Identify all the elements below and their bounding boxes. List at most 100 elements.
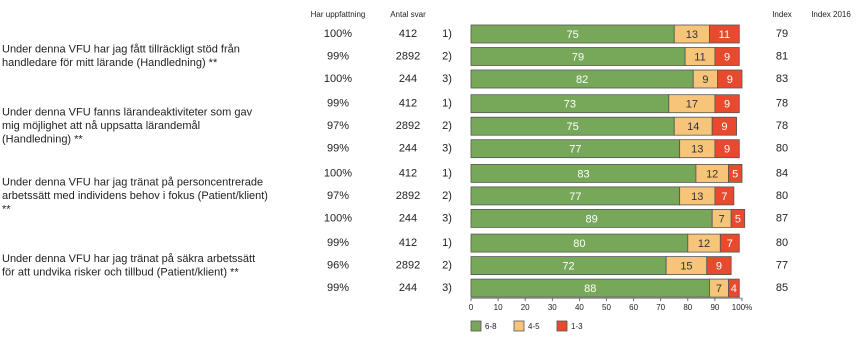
share: 100% xyxy=(324,212,352,224)
value-label: 15 xyxy=(680,261,692,273)
share: 96% xyxy=(327,260,349,272)
value-label: 9 xyxy=(724,51,730,63)
index: 78 xyxy=(776,98,788,110)
share: 99% xyxy=(327,282,349,294)
x-tick-label: 60 xyxy=(629,303,638,312)
value-label: 7 xyxy=(719,213,725,225)
bar-segment xyxy=(714,139,740,159)
header: Antal svar xyxy=(390,10,426,19)
group-label: 3) xyxy=(442,212,452,224)
header: Har uppfattning xyxy=(311,10,366,19)
value-label: 9 xyxy=(724,99,730,111)
x-tick-label: 100% xyxy=(732,303,752,312)
index: 87 xyxy=(776,212,788,224)
index: 80 xyxy=(776,237,788,249)
value-label: 13 xyxy=(691,191,703,203)
legend-swatch xyxy=(556,320,568,332)
group-label: 1) xyxy=(442,98,452,110)
index: 84 xyxy=(776,167,788,179)
index: 85 xyxy=(776,282,788,294)
group-label: 3) xyxy=(442,143,452,155)
count: 2892 xyxy=(396,120,420,132)
group-label: 2) xyxy=(442,120,452,132)
share: 99% xyxy=(327,237,349,249)
value-label: 80 xyxy=(573,238,585,250)
value-label: 14 xyxy=(687,121,699,133)
question: mig möjlighet att nå uppsatta lärandemål xyxy=(2,120,200,132)
count: 412 xyxy=(399,167,417,179)
group-label: 1) xyxy=(442,237,452,249)
value-label: 88 xyxy=(584,283,596,295)
value-label: 12 xyxy=(698,238,710,250)
count: 244 xyxy=(399,282,417,294)
group-label: 2) xyxy=(442,190,452,202)
share: 99% xyxy=(327,98,349,110)
legend-label: 1-3 xyxy=(571,322,583,331)
value-label: 82 xyxy=(576,74,588,86)
value-label: 89 xyxy=(585,213,597,225)
value-label: 7 xyxy=(727,238,733,250)
share: 100% xyxy=(324,28,352,40)
header: Index 2016 xyxy=(811,10,851,19)
value-label: 9 xyxy=(716,261,722,273)
question: Under denna VFU fanns lärandeaktiviteter… xyxy=(2,107,253,119)
question: arbetssätt med individens behov i fokus … xyxy=(2,190,268,202)
value-label: 9 xyxy=(727,74,733,86)
group-label: 3) xyxy=(442,282,452,294)
question: Under denna VFU har jag tränat på säkra … xyxy=(2,253,255,265)
value-label: 73 xyxy=(564,99,576,111)
count: 244 xyxy=(399,212,417,224)
value-label: 13 xyxy=(691,144,703,156)
value-label: 5 xyxy=(735,213,741,225)
value-label: 9 xyxy=(721,121,727,133)
x-tick-label: 90 xyxy=(710,303,719,312)
index: 79 xyxy=(776,28,788,40)
bar-segment xyxy=(719,233,740,253)
share: 99% xyxy=(327,50,349,62)
x-tick-label: 80 xyxy=(683,303,692,312)
value-label: 7 xyxy=(721,191,727,203)
x-tick-label: 70 xyxy=(656,303,665,312)
bar-segment xyxy=(730,208,746,228)
group-label: 1) xyxy=(442,167,452,179)
count: 412 xyxy=(399,237,417,249)
index: 81 xyxy=(776,50,788,62)
group-label: 1) xyxy=(442,28,452,40)
bar-segment xyxy=(728,163,743,183)
value-label: 12 xyxy=(706,168,718,180)
share: 97% xyxy=(327,120,349,132)
share: 100% xyxy=(324,73,352,85)
value-label: 17 xyxy=(686,99,698,111)
index: 78 xyxy=(776,120,788,132)
value-label: 79 xyxy=(572,51,584,63)
legend-swatch xyxy=(470,320,482,332)
question: handledare för mitt lärande (Handledning… xyxy=(2,57,218,69)
question: Under denna VFU har jag fått tillräcklig… xyxy=(2,44,240,56)
x-tick-label: 0 xyxy=(469,303,474,312)
index: 80 xyxy=(776,190,788,202)
question: (Handledning) ** xyxy=(2,134,83,146)
bar-segment xyxy=(728,278,740,298)
count: 412 xyxy=(399,28,417,40)
question: för att undvika risker och tillbud (Pati… xyxy=(2,266,239,278)
value-label: 13 xyxy=(686,29,698,41)
count: 244 xyxy=(399,73,417,85)
value-label: 77 xyxy=(569,144,581,156)
bar-segment xyxy=(714,186,735,206)
x-tick-label: 40 xyxy=(575,303,584,312)
question: Under denna VFU har jag tränat på person… xyxy=(2,176,263,188)
value-label: 72 xyxy=(562,261,574,273)
value-label: 9 xyxy=(702,74,708,86)
count: 2892 xyxy=(396,50,420,62)
share: 99% xyxy=(327,143,349,155)
value-label: 77 xyxy=(569,191,581,203)
count: 2892 xyxy=(396,190,420,202)
value-label: 4 xyxy=(731,283,737,295)
value-label: 75 xyxy=(567,121,579,133)
legend-swatch xyxy=(513,320,525,332)
index: 80 xyxy=(776,143,788,155)
value-label: 5 xyxy=(732,168,738,180)
value-label: 11 xyxy=(719,29,730,41)
question: ** xyxy=(2,203,11,215)
